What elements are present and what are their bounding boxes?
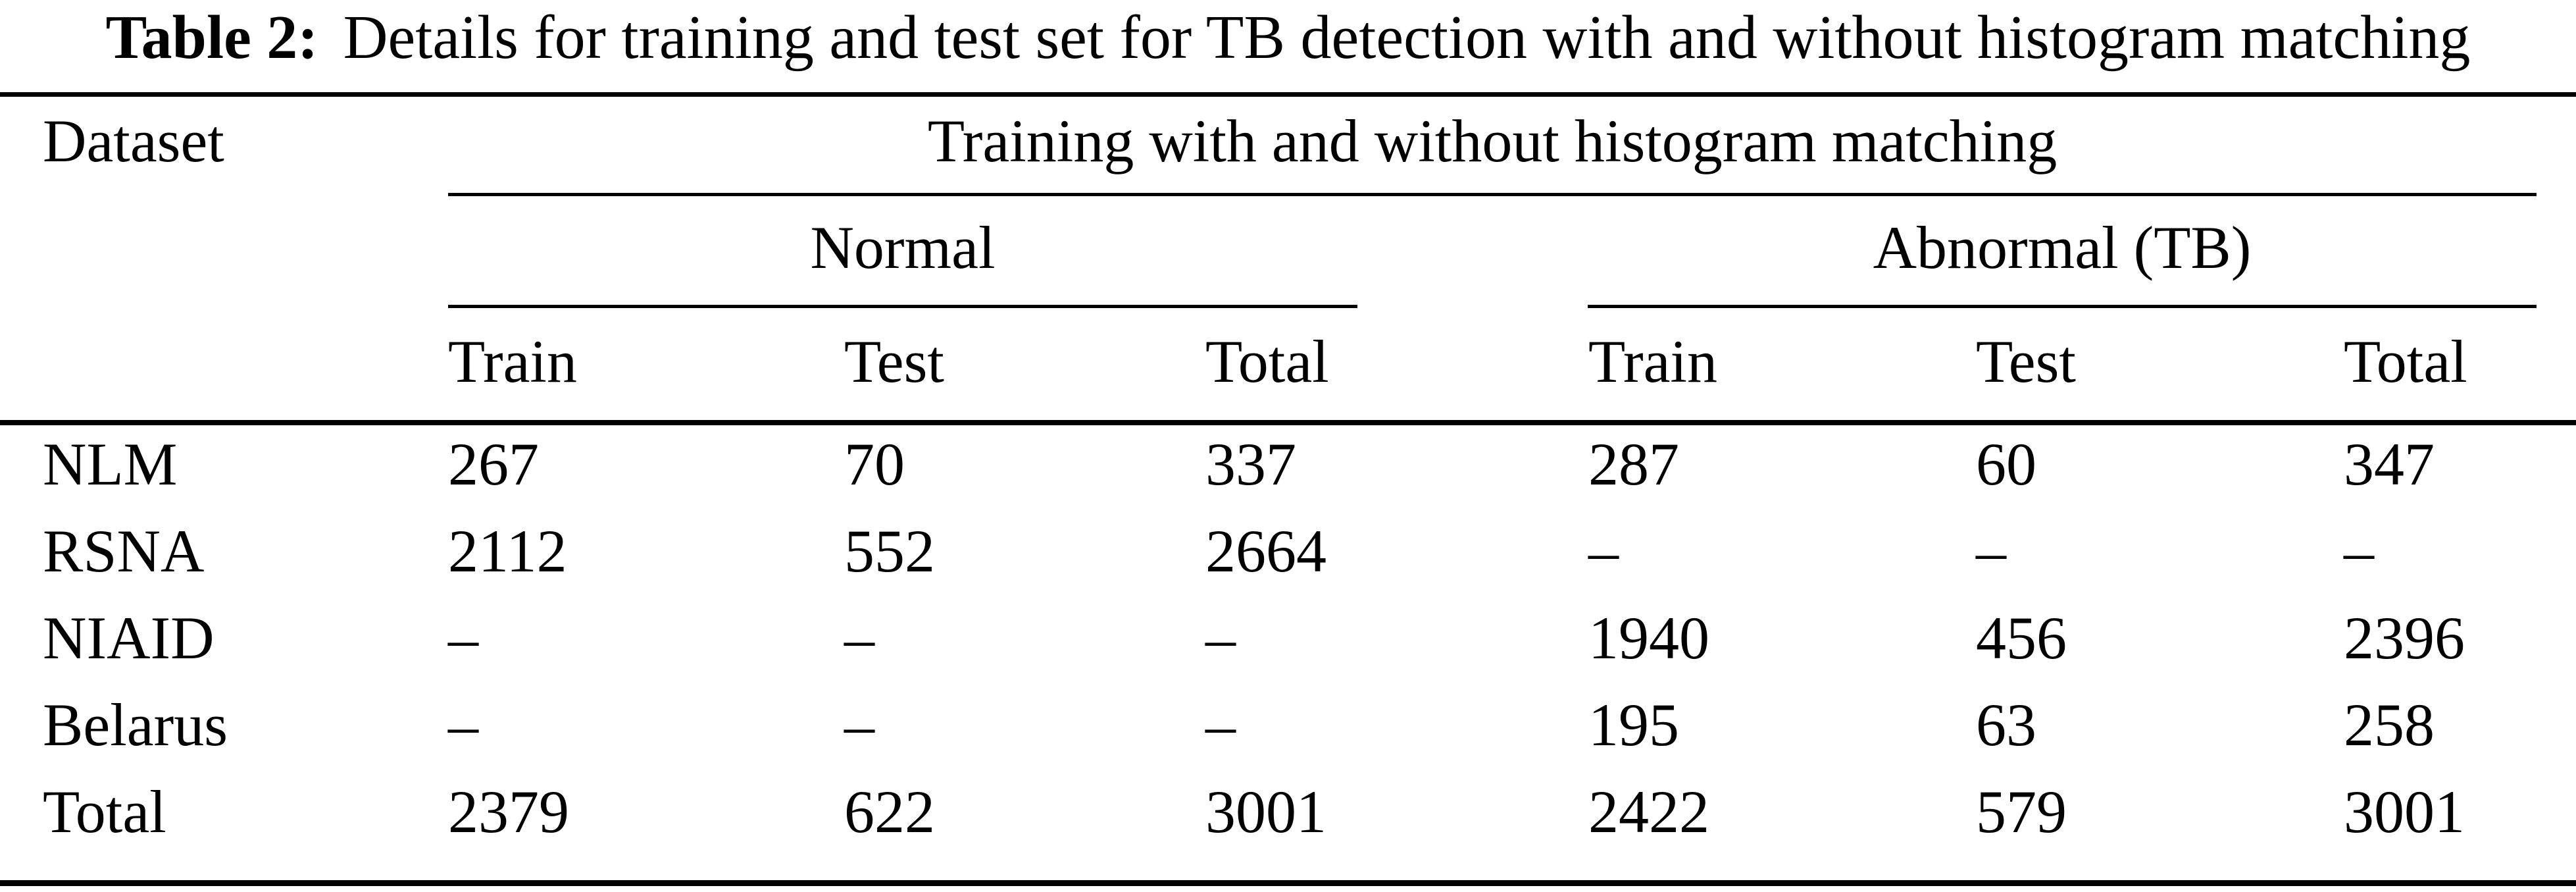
- table-cell: –: [1976, 517, 2006, 585]
- table-cell: 456: [1976, 604, 2067, 671]
- table-cell: 2422: [1588, 778, 1709, 845]
- table-cell: 337: [1205, 431, 1296, 498]
- table-cell: –: [1205, 604, 1236, 671]
- table-cell: 70: [844, 431, 905, 498]
- col-header-normal-train: Train: [448, 328, 577, 395]
- table-cell: 2396: [2344, 604, 2465, 671]
- bottom-rule: [0, 880, 2576, 886]
- col-header-dataset: Dataset: [43, 107, 224, 174]
- top-rule: [0, 92, 2576, 97]
- table-cell: –: [448, 604, 478, 671]
- mid-rule: [0, 420, 2576, 425]
- row-label-niaid: NIAID: [43, 604, 215, 671]
- table-caption: Table 2: Details for training and test se…: [0, 3, 2576, 72]
- row-label-rsna: RSNA: [43, 517, 205, 585]
- row-label-total: Total: [43, 778, 166, 845]
- caption-label: Table 2:: [105, 3, 318, 72]
- normal-group-rule: [448, 305, 1357, 308]
- table-cell: 552: [844, 517, 935, 585]
- training-group-rule: [448, 193, 2537, 196]
- table-cell: 1940: [1588, 604, 1709, 671]
- table-cell: 3001: [2344, 778, 2465, 845]
- table-cell: –: [448, 691, 478, 758]
- table-cell: 60: [1976, 431, 2036, 498]
- table-cell: 579: [1976, 778, 2067, 845]
- table-cell: 2664: [1205, 517, 1326, 585]
- table-cell: 3001: [1205, 778, 1326, 845]
- row-label-belarus: Belarus: [43, 691, 228, 758]
- table-cell: 63: [1976, 691, 2036, 758]
- table-cell: 347: [2344, 431, 2435, 498]
- table-cell: 287: [1588, 431, 1679, 498]
- col-header-abnormal-train: Train: [1588, 328, 1717, 395]
- caption-text: Details for training and test set for TB…: [343, 3, 2471, 72]
- group-header-abnormal: Abnormal (TB): [1873, 214, 2252, 281]
- table-cell: –: [2344, 517, 2374, 585]
- col-header-abnormal-total: Total: [2344, 328, 2467, 395]
- group-header-training: Training with and without histogram matc…: [927, 107, 2058, 174]
- table-cell: 2379: [448, 778, 569, 845]
- col-header-normal-total: Total: [1205, 328, 1329, 395]
- table-cell: –: [844, 604, 874, 671]
- abnormal-group-rule: [1588, 305, 2537, 308]
- table-cell: –: [1205, 691, 1236, 758]
- group-header-normal: Normal: [810, 214, 996, 281]
- table-cell: –: [844, 691, 874, 758]
- table-cell: 258: [2344, 691, 2435, 758]
- table-cell: 195: [1588, 691, 1679, 758]
- col-header-abnormal-test: Test: [1976, 328, 2076, 395]
- table-cell: –: [1588, 517, 1619, 585]
- row-label-nlm: NLM: [43, 431, 178, 498]
- table-cell: 2112: [448, 517, 567, 585]
- col-header-normal-test: Test: [844, 328, 944, 395]
- table-cell: 622: [844, 778, 935, 845]
- table-cell: 267: [448, 431, 539, 498]
